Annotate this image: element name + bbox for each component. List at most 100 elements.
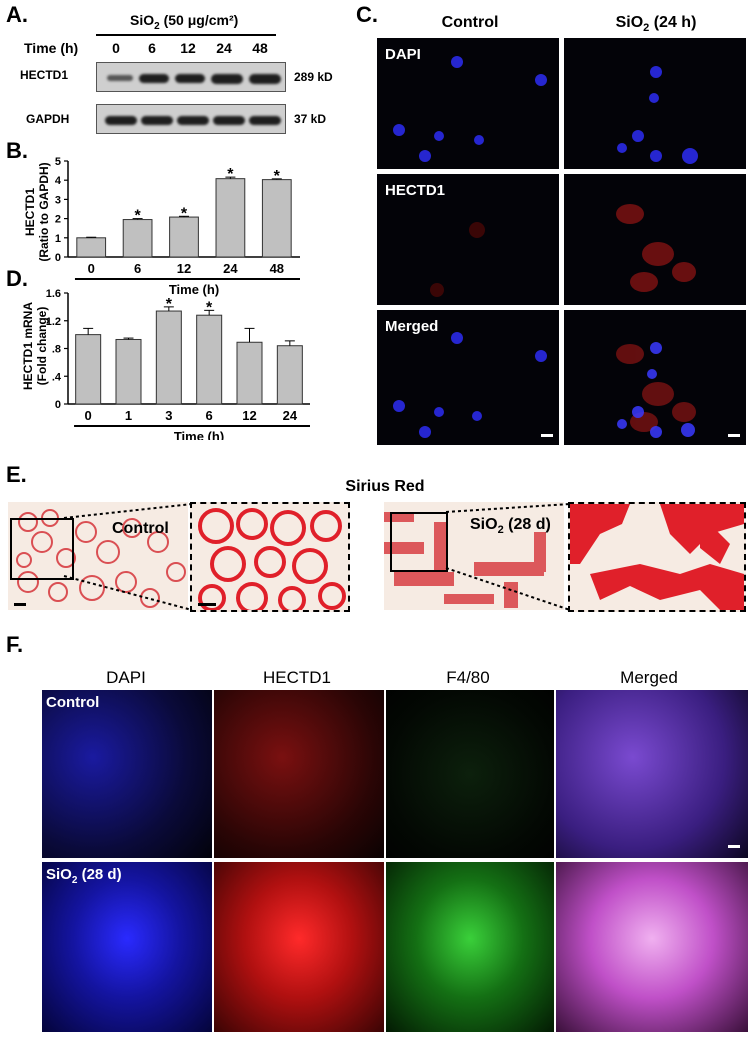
micrograph-sio2-dapi [564,38,746,169]
bar [215,178,246,258]
cytoplasm-signal [430,222,485,297]
x-tick-label: 3 [165,408,172,423]
scale-bar [198,603,216,606]
bar [122,219,153,258]
significance-star: * [274,168,281,185]
x-tick-label: 24 [283,408,298,423]
micrograph-label: HECTD1 [385,182,446,199]
zoom-box [390,512,448,572]
lane-label: 48 [252,40,268,56]
panel-a-label: A. [6,2,28,27]
significance-star: * [166,296,173,313]
panel-f-grid: Control SiO2 (28 d) [42,690,748,1032]
if-sio2-merged [556,862,748,1032]
column-header-control: Control [441,14,499,31]
column-header-sio2: SiO2 (24 h) [615,14,697,35]
y-tick-label: 1 [55,233,61,245]
y-tick-label: 2 [55,214,61,226]
x-tick-label: 12 [177,261,191,276]
nuclei [393,332,547,438]
if-control-hectd1 [214,690,384,858]
micrograph-label: Merged [385,318,439,335]
panel-a-time-label: Time (h) [24,40,79,56]
sirius-sio2-label: SiO2 (28 d) [470,516,551,537]
significance-star: * [206,299,213,316]
bar [196,314,223,405]
x-axis-label: Time (h) [174,429,224,440]
if-control-f480 [386,690,554,858]
significance-star: * [227,166,234,183]
significance-star: * [181,205,188,222]
blot-row-label: GAPDH [26,112,70,126]
x-tick-label: 6 [206,408,213,423]
if-control-merged [556,690,748,858]
row-label: SiO2 (28 d) [46,866,122,886]
panel-c-label: C. [356,2,378,27]
x-tick-label: 0 [85,408,92,423]
scale-bar [14,603,26,606]
panel-a-bracket-line [96,34,276,36]
y-tick-label: 0 [55,252,61,264]
if-control-dapi: Control [42,690,212,858]
sirius-control-overview: Control [8,502,188,610]
bar [76,237,107,258]
blot-size: 37 kD [294,112,327,126]
lane-label: 6 [148,40,156,56]
scale-bar [728,845,740,848]
panel-d-chart: HECTD1 mRNA(Fold change) 0 .4 .8 1.2 1.6 0 1 * 3… [21,288,310,440]
nuclei [393,56,547,162]
column-header: Merged [620,668,678,687]
x-tick-label: 1 [125,408,132,423]
hectd1-blot [96,62,286,92]
lane-label: 24 [216,40,232,56]
sirius-control-label: Control [112,520,169,537]
scale-bar [728,434,740,437]
bar [169,216,199,258]
if-sio2-dapi: SiO2 (28 d) [42,862,212,1032]
zoom-box [10,518,74,580]
tissue-zoom [198,508,346,610]
sirius-sio2-zoom [568,502,746,612]
y-tick-label: 4 [55,175,62,187]
bar [261,179,292,258]
nuclei [617,66,698,164]
panel-d-label: D. [6,266,28,291]
column-header: F4/80 [446,668,490,687]
bar [236,341,263,405]
significance-star: * [134,208,141,225]
micrograph-label: DAPI [385,46,421,63]
y-axis-label: HECTD1 mRNA(Fold change) [21,302,49,390]
panel-a-treatment: SiO2 (50 μg/cm²) [130,12,239,32]
lane-label: 12 [180,40,196,56]
y-tick-label: 3 [55,194,61,206]
micrograph-control-dapi: DAPI [377,38,559,169]
sirius-sio2-overview: SiO2 (28 d) [384,502,564,610]
x-tick-label: 0 [88,261,95,276]
micrograph-control-hectd1: HECTD1 [377,174,559,305]
panel-f-label: F. [6,632,24,657]
micrograph-sio2-hectd1 [564,174,746,305]
panel-b-chart: HECTD1(Ratio to GAPDH) 0123450*6*12*24*4… [23,156,300,297]
x-axis-label: Time (h) [169,282,219,297]
panel-b-label: B. [6,138,28,163]
panel-e-label: E. [6,462,27,487]
y-tick-label: 1.2 [46,316,61,328]
column-header: DAPI [106,668,146,687]
bar [75,334,102,405]
gapdh-blot [96,104,286,134]
y-tick-label: .4 [52,371,62,383]
x-tick-label: 48 [270,261,284,276]
x-tick-label: 24 [223,261,238,276]
y-axis-label: HECTD1(Ratio to GAPDH) [23,162,51,261]
bar [276,345,303,405]
if-sio2-f480 [386,862,554,1032]
cytoplasm-signal [616,204,696,292]
micrograph-sio2-merged [564,310,746,445]
blot-row-label: HECTD1 [20,68,69,82]
y-tick-label: 5 [55,156,61,168]
if-sio2-hectd1 [214,862,384,1032]
panel-e-title: Sirius Red [345,478,425,495]
y-tick-label: .8 [52,344,61,356]
zoom-connector-lines [63,503,571,611]
merged-signal [616,342,696,438]
